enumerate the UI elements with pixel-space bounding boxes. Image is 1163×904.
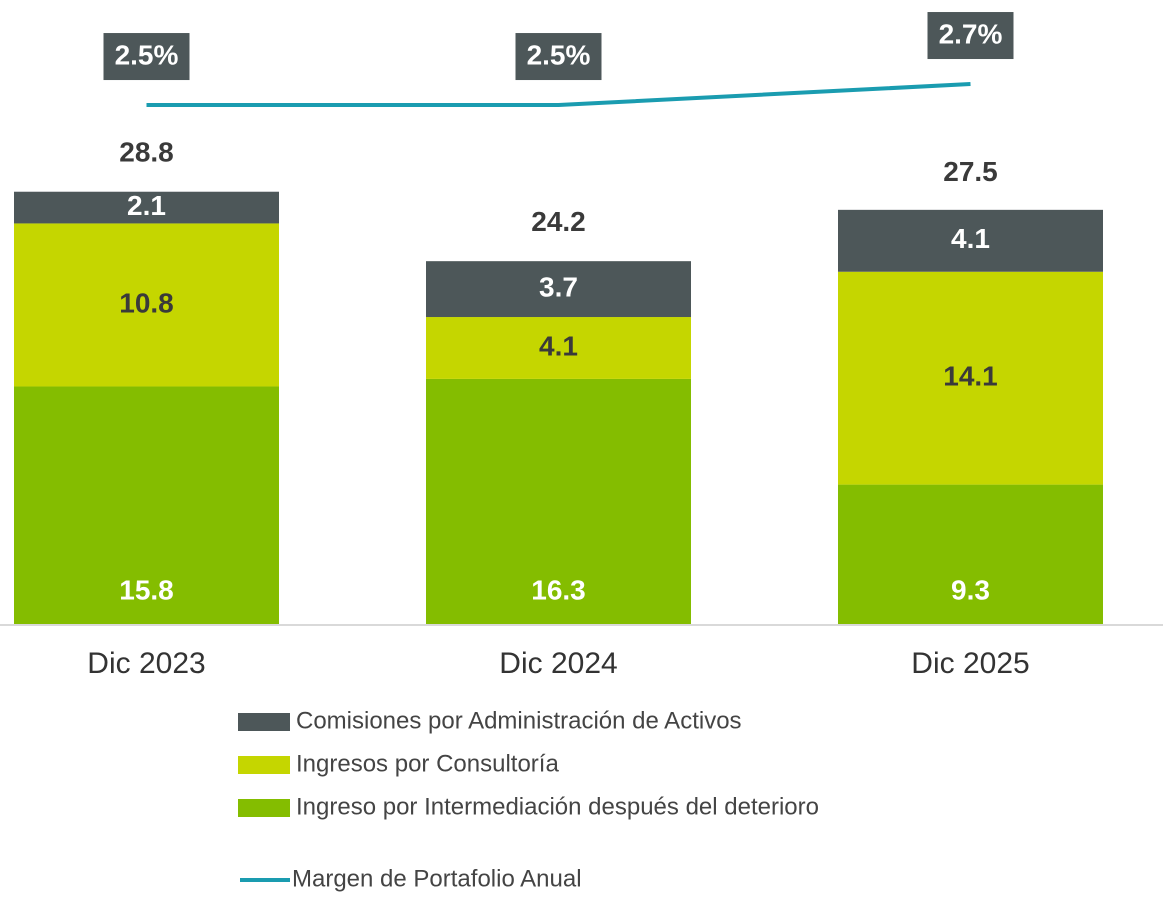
total-label: 24.2 bbox=[531, 206, 586, 237]
bar-label: 2.1 bbox=[127, 190, 166, 221]
bar-label: 14.1 bbox=[943, 361, 998, 392]
bar-segment bbox=[838, 271, 1103, 485]
x-tick-label: Dic 2023 bbox=[87, 647, 205, 680]
bar-label: 16.3 bbox=[531, 574, 586, 605]
bar-segment bbox=[838, 209, 1103, 272]
bar-segment bbox=[14, 386, 279, 625]
bar-segment bbox=[14, 223, 279, 387]
bar-segment bbox=[426, 261, 691, 318]
x-tick-label: Dic 2025 bbox=[911, 647, 1029, 680]
bar-segment bbox=[14, 191, 279, 224]
total-label: 27.5 bbox=[943, 156, 998, 187]
line-label-box bbox=[103, 33, 190, 81]
line-label-box bbox=[927, 12, 1014, 60]
bar-label: 3.7 bbox=[539, 271, 578, 302]
legend-label: Comisiones por Administración de Activos bbox=[296, 707, 742, 734]
bar-segment bbox=[426, 317, 691, 379]
bar-label: 4.1 bbox=[951, 223, 990, 254]
line-label: 2.7% bbox=[939, 18, 1003, 49]
legend-swatch bbox=[238, 799, 290, 817]
bar-label: 9.3 bbox=[951, 574, 990, 605]
bar-label: 10.8 bbox=[119, 287, 174, 318]
line-label: 2.5% bbox=[527, 39, 591, 70]
legend-label: Ingresos por Consultoría bbox=[296, 750, 559, 777]
line-label-box bbox=[515, 33, 602, 81]
bar-segment bbox=[426, 378, 691, 625]
legend-label: Margen de Portafolio Anual bbox=[292, 865, 582, 892]
legend-label: Ingreso por Intermediación después del d… bbox=[296, 793, 819, 820]
line bbox=[146, 82, 971, 108]
bar-label: 15.8 bbox=[119, 574, 174, 605]
legend-swatch bbox=[238, 713, 290, 731]
line-label: 2.5% bbox=[115, 39, 179, 70]
legend-swatch bbox=[238, 756, 290, 774]
bar-segment bbox=[838, 484, 1103, 625]
total-label: 28.8 bbox=[119, 137, 174, 168]
x-tick-label: Dic 2024 bbox=[499, 647, 617, 680]
bar-label: 4.1 bbox=[539, 330, 578, 361]
